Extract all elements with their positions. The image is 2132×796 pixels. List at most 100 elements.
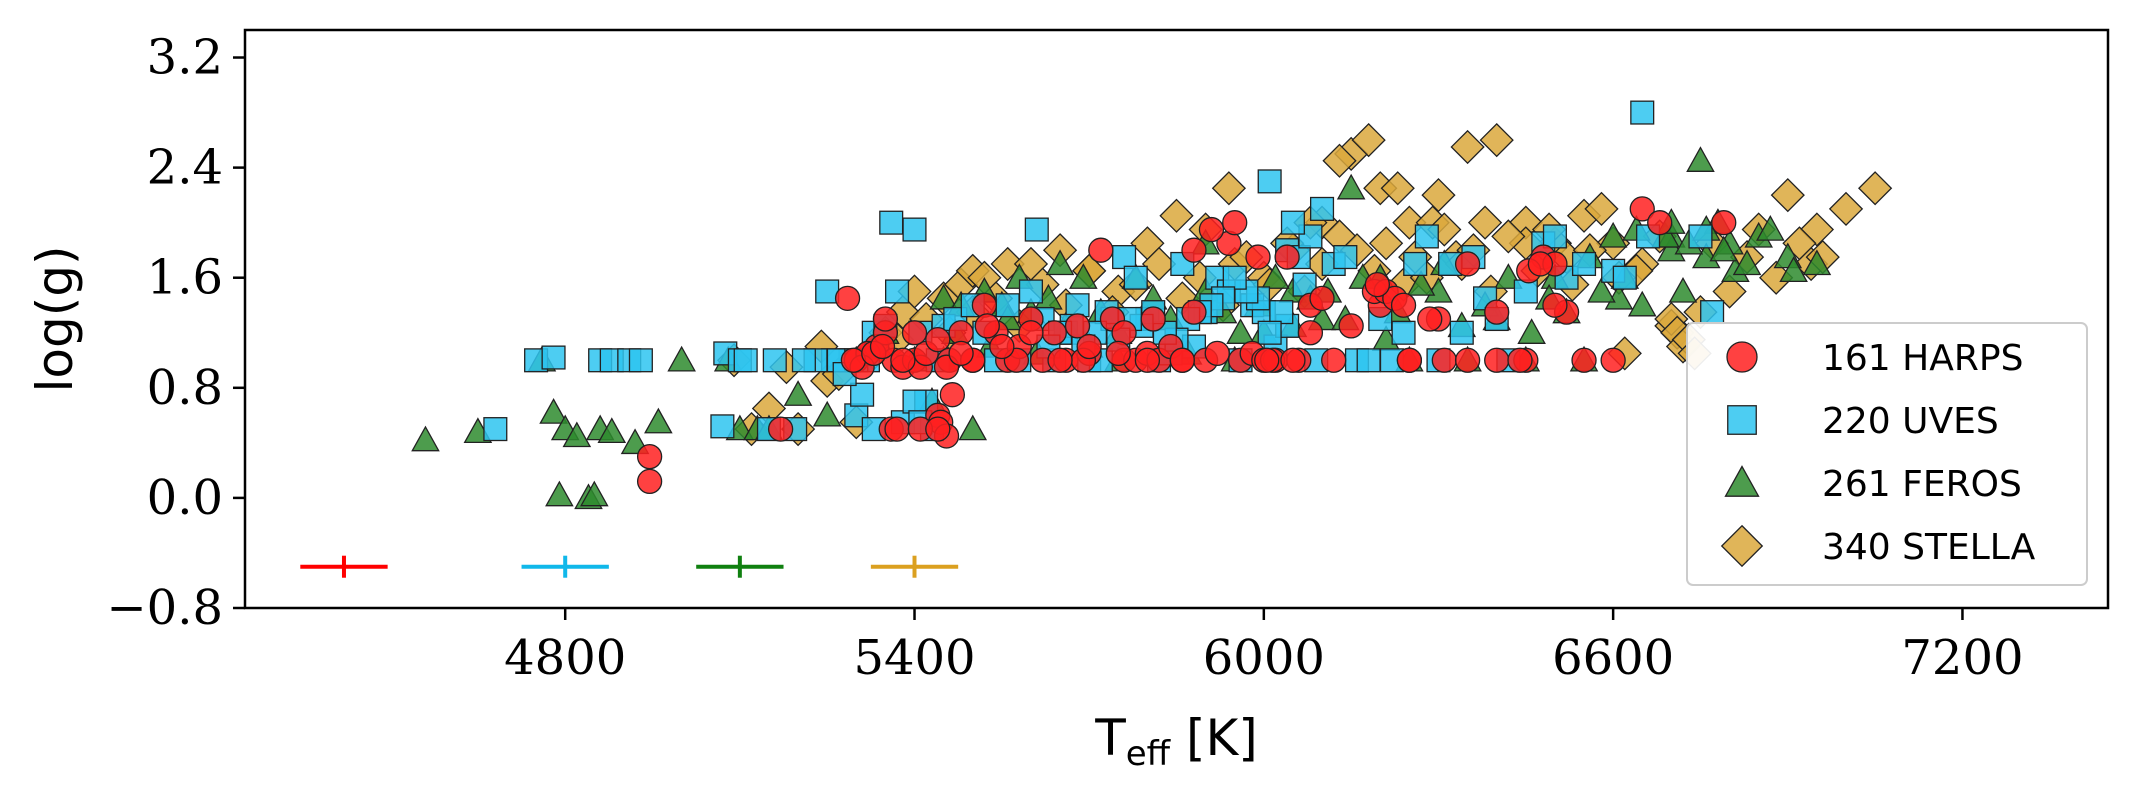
data-point-circle	[939, 382, 966, 408]
data-point-triangle	[1668, 276, 1698, 303]
data-point-square	[1112, 245, 1137, 270]
data-point-square	[995, 293, 1020, 318]
data-point-circle	[1527, 251, 1554, 277]
data-point-triangle	[411, 425, 440, 452]
data-point-square	[1513, 279, 1538, 304]
data-point-square	[1333, 245, 1358, 270]
data-point-triangle	[1598, 221, 1628, 248]
data-point-circle	[1254, 347, 1280, 373]
data-point-circle	[1338, 313, 1364, 339]
y-axis-label: log(g)	[26, 246, 84, 393]
x-axis-label-main: T	[1094, 709, 1126, 767]
data-point-square	[1391, 320, 1416, 345]
data-point-circle	[1390, 292, 1417, 318]
data-point-circle	[925, 416, 951, 442]
data-point-triangle	[1226, 318, 1255, 344]
data-point-diamond	[1450, 129, 1485, 165]
y-tick-label: 2.4	[147, 140, 223, 196]
data-point-triangle	[1627, 290, 1657, 317]
legend-marker-triangle	[1724, 465, 1760, 497]
data-point-circle	[767, 416, 794, 442]
data-point-square	[483, 417, 508, 442]
y-tick-label: 1.6	[147, 250, 223, 306]
error-bars	[300, 555, 959, 578]
data-point-circle	[636, 468, 663, 495]
data-point-circle	[1711, 210, 1737, 236]
legend-box	[1686, 322, 2088, 586]
legend-marker-diamond	[1720, 524, 1764, 568]
data-point-square	[1542, 224, 1567, 249]
data-point-circle	[834, 285, 861, 312]
data-point-triangle	[545, 480, 574, 507]
x-axis-label: Teff [K]	[1094, 709, 1258, 774]
data-point-circle	[1297, 320, 1324, 346]
data-point-triangle	[1756, 215, 1785, 241]
data-point-square	[1123, 265, 1148, 290]
data-point-circle	[1542, 292, 1568, 318]
data-point-circle	[1274, 244, 1300, 270]
x-tick-label: 4800	[504, 630, 626, 686]
data-point-square	[1449, 320, 1474, 345]
data-point-diamond	[1828, 191, 1864, 227]
data-point-diamond	[1712, 274, 1747, 309]
data-point-square	[1700, 300, 1725, 325]
data-point-circle	[872, 306, 899, 332]
data-point-circle	[948, 340, 974, 367]
data-point-square	[710, 414, 735, 439]
data-point-triangle	[1336, 173, 1366, 200]
data-point-circle	[1181, 299, 1207, 325]
legend-label: 261 FEROS	[1822, 464, 2022, 505]
data-point-circle	[1484, 299, 1510, 325]
data-point-square	[1018, 279, 1044, 304]
data-point-diamond	[1351, 122, 1386, 158]
x-axis-label-unit: [K]	[1170, 709, 1258, 767]
data-point-triangle	[958, 414, 988, 441]
data-point-diamond	[1141, 246, 1177, 282]
data-point-triangle	[783, 380, 813, 406]
x-tick-label: 6000	[1203, 630, 1325, 686]
data-point-square	[1269, 300, 1294, 325]
data-point-diamond	[1368, 226, 1404, 261]
data-point-circle	[884, 416, 910, 442]
data-point-square	[1280, 210, 1305, 235]
x-axis: 4800 5400 6000 6600 7200	[504, 608, 2024, 686]
data-point-circle	[869, 333, 896, 360]
data-point-square	[879, 210, 904, 235]
data-point-square	[902, 217, 927, 242]
data-point-square	[1257, 169, 1282, 194]
data-point-circle	[1364, 271, 1391, 298]
data-point-circle	[901, 320, 928, 346]
data-point-circle	[925, 326, 951, 353]
plot-frame	[243, 28, 2110, 610]
x-tick-label: 7200	[1901, 630, 2023, 686]
data-point-circle	[1181, 237, 1207, 263]
data-point-square	[850, 382, 875, 407]
error-bar	[870, 555, 959, 578]
data-point-triangle	[580, 480, 609, 507]
data-point-circle	[1417, 306, 1443, 332]
data-point-triangle	[1779, 256, 1808, 283]
data-point-circle	[1454, 347, 1481, 373]
data-point-diamond	[1421, 178, 1456, 213]
data-point-circle	[1245, 244, 1271, 270]
data-point-triangle	[1045, 249, 1075, 276]
data-point-triangle	[644, 407, 673, 434]
data-point-square	[1403, 251, 1428, 277]
y-axis: −0.8 0.0 0.8 1.6 2.4 3.2	[106, 30, 245, 636]
data-point-square	[791, 348, 816, 373]
data-point-circle	[974, 313, 1000, 339]
data-point-diamond	[1858, 171, 1893, 206]
data-point-circle	[1198, 216, 1225, 243]
y-tick-label: −0.8	[106, 580, 223, 636]
data-point-triangle	[667, 345, 696, 372]
error-bar	[696, 555, 784, 578]
data-point-circle	[1507, 347, 1533, 373]
x-tick-label: 5400	[853, 630, 975, 686]
data-point-circle	[1105, 340, 1131, 367]
data-point-triangle	[1686, 146, 1715, 172]
legend: 161 HARPS 220 UVES 261 FEROS 340 STELLA	[1686, 322, 2088, 586]
x-tick-label: 6600	[1552, 630, 1674, 686]
data-point-circle	[1204, 340, 1230, 367]
data-point-diamond	[1491, 219, 1526, 254]
